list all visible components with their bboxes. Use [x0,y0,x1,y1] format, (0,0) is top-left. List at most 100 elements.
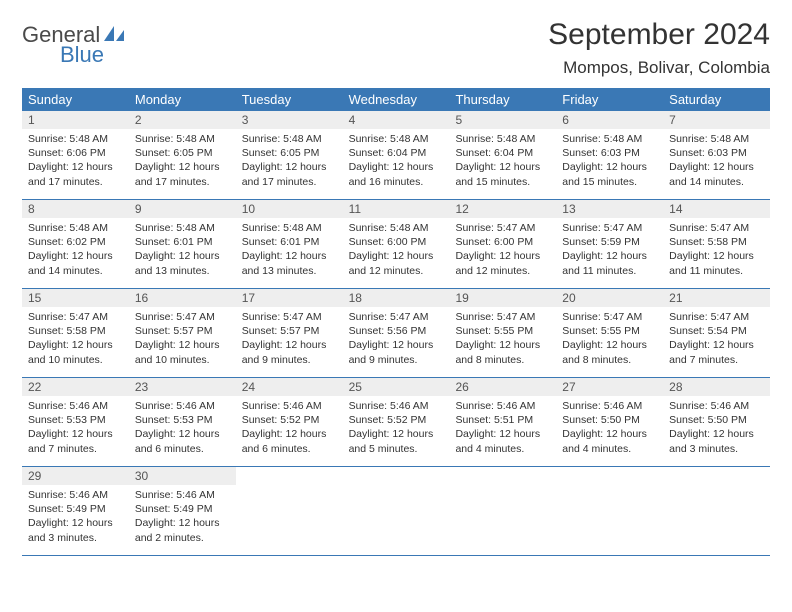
sunrise-line: Sunrise: 5:47 AM [562,221,657,235]
day-cell: 18Sunrise: 5:47 AMSunset: 5:56 PMDayligh… [343,289,450,377]
sunrise-line: Sunrise: 5:48 AM [669,132,764,146]
sunset-line: Sunset: 6:01 PM [135,235,230,249]
empty-cell [556,467,663,555]
day-cell: 20Sunrise: 5:47 AMSunset: 5:55 PMDayligh… [556,289,663,377]
daylight-line: Daylight: 12 hours and 11 minutes. [562,249,657,277]
day-body: Sunrise: 5:46 AMSunset: 5:49 PMDaylight:… [22,485,129,551]
day-number: 13 [556,200,663,218]
sunrise-line: Sunrise: 5:47 AM [349,310,444,324]
day-number: 20 [556,289,663,307]
day-cell: 29Sunrise: 5:46 AMSunset: 5:49 PMDayligh… [22,467,129,555]
sunset-line: Sunset: 5:56 PM [349,324,444,338]
day-cell: 8Sunrise: 5:48 AMSunset: 6:02 PMDaylight… [22,200,129,288]
sunset-line: Sunset: 5:52 PM [349,413,444,427]
day-body: Sunrise: 5:48 AMSunset: 6:06 PMDaylight:… [22,129,129,195]
day-number: 23 [129,378,236,396]
day-body: Sunrise: 5:46 AMSunset: 5:49 PMDaylight:… [129,485,236,551]
day-number: 26 [449,378,556,396]
day-cell: 28Sunrise: 5:46 AMSunset: 5:50 PMDayligh… [663,378,770,466]
day-number: 14 [663,200,770,218]
day-number: 8 [22,200,129,218]
day-cell: 15Sunrise: 5:47 AMSunset: 5:58 PMDayligh… [22,289,129,377]
day-cell: 4Sunrise: 5:48 AMSunset: 6:04 PMDaylight… [343,111,450,199]
day-number: 28 [663,378,770,396]
day-cell: 26Sunrise: 5:46 AMSunset: 5:51 PMDayligh… [449,378,556,466]
daylight-line: Daylight: 12 hours and 3 minutes. [669,427,764,455]
daylight-line: Daylight: 12 hours and 13 minutes. [135,249,230,277]
daylight-line: Daylight: 12 hours and 17 minutes. [135,160,230,188]
day-number: 15 [22,289,129,307]
daylight-line: Daylight: 12 hours and 15 minutes. [455,160,550,188]
sunrise-line: Sunrise: 5:46 AM [669,399,764,413]
day-number: 22 [22,378,129,396]
calendar: SundayMondayTuesdayWednesdayThursdayFrid… [22,88,770,556]
empty-cell [236,467,343,555]
header: General Blue September 2024 Mompos, Boli… [22,18,770,78]
daylight-line: Daylight: 12 hours and 7 minutes. [28,427,123,455]
sunset-line: Sunset: 5:57 PM [242,324,337,338]
day-body: Sunrise: 5:48 AMSunset: 6:01 PMDaylight:… [236,218,343,284]
day-body: Sunrise: 5:48 AMSunset: 6:05 PMDaylight:… [236,129,343,195]
day-body: Sunrise: 5:47 AMSunset: 5:57 PMDaylight:… [236,307,343,373]
sunrise-line: Sunrise: 5:46 AM [28,488,123,502]
day-cell: 21Sunrise: 5:47 AMSunset: 5:54 PMDayligh… [663,289,770,377]
day-number: 18 [343,289,450,307]
sunset-line: Sunset: 5:49 PM [28,502,123,516]
daylight-line: Daylight: 12 hours and 6 minutes. [135,427,230,455]
day-number: 11 [343,200,450,218]
daylight-line: Daylight: 12 hours and 17 minutes. [242,160,337,188]
day-body: Sunrise: 5:46 AMSunset: 5:52 PMDaylight:… [343,396,450,462]
sunrise-line: Sunrise: 5:48 AM [455,132,550,146]
sunset-line: Sunset: 6:03 PM [669,146,764,160]
day-cell: 10Sunrise: 5:48 AMSunset: 6:01 PMDayligh… [236,200,343,288]
sunrise-line: Sunrise: 5:46 AM [349,399,444,413]
sunset-line: Sunset: 5:49 PM [135,502,230,516]
day-number: 7 [663,111,770,129]
empty-cell [449,467,556,555]
sunrise-line: Sunrise: 5:48 AM [28,132,123,146]
week-row: 1Sunrise: 5:48 AMSunset: 6:06 PMDaylight… [22,111,770,200]
sunrise-line: Sunrise: 5:48 AM [562,132,657,146]
day-cell: 23Sunrise: 5:46 AMSunset: 5:53 PMDayligh… [129,378,236,466]
sunset-line: Sunset: 6:00 PM [455,235,550,249]
daylight-line: Daylight: 12 hours and 2 minutes. [135,516,230,544]
sunset-line: Sunset: 6:05 PM [242,146,337,160]
sunset-line: Sunset: 5:55 PM [562,324,657,338]
daylight-line: Daylight: 12 hours and 12 minutes. [349,249,444,277]
week-row: 8Sunrise: 5:48 AMSunset: 6:02 PMDaylight… [22,200,770,289]
day-body: Sunrise: 5:47 AMSunset: 5:58 PMDaylight:… [663,218,770,284]
daylight-line: Daylight: 12 hours and 16 minutes. [349,160,444,188]
day-body: Sunrise: 5:47 AMSunset: 5:55 PMDaylight:… [449,307,556,373]
daylight-line: Daylight: 12 hours and 10 minutes. [28,338,123,366]
day-body: Sunrise: 5:48 AMSunset: 6:01 PMDaylight:… [129,218,236,284]
dow-cell: Sunday [22,88,129,111]
sunset-line: Sunset: 5:58 PM [28,324,123,338]
daylight-line: Daylight: 12 hours and 15 minutes. [562,160,657,188]
day-number: 29 [22,467,129,485]
sunset-line: Sunset: 5:50 PM [562,413,657,427]
day-number: 9 [129,200,236,218]
sunrise-line: Sunrise: 5:48 AM [242,221,337,235]
sunset-line: Sunset: 5:53 PM [135,413,230,427]
daylight-line: Daylight: 12 hours and 4 minutes. [455,427,550,455]
calendar-body: 1Sunrise: 5:48 AMSunset: 6:06 PMDaylight… [22,111,770,556]
sunrise-line: Sunrise: 5:48 AM [135,221,230,235]
daylight-line: Daylight: 12 hours and 12 minutes. [455,249,550,277]
daylight-line: Daylight: 12 hours and 6 minutes. [242,427,337,455]
day-cell: 6Sunrise: 5:48 AMSunset: 6:03 PMDaylight… [556,111,663,199]
sunrise-line: Sunrise: 5:48 AM [28,221,123,235]
daylight-line: Daylight: 12 hours and 5 minutes. [349,427,444,455]
sunrise-line: Sunrise: 5:47 AM [562,310,657,324]
day-cell: 16Sunrise: 5:47 AMSunset: 5:57 PMDayligh… [129,289,236,377]
empty-cell [343,467,450,555]
dow-cell: Thursday [449,88,556,111]
day-number: 16 [129,289,236,307]
sunrise-line: Sunrise: 5:47 AM [242,310,337,324]
daylight-line: Daylight: 12 hours and 4 minutes. [562,427,657,455]
sunrise-line: Sunrise: 5:48 AM [242,132,337,146]
week-row: 15Sunrise: 5:47 AMSunset: 5:58 PMDayligh… [22,289,770,378]
day-cell: 25Sunrise: 5:46 AMSunset: 5:52 PMDayligh… [343,378,450,466]
daylight-line: Daylight: 12 hours and 9 minutes. [242,338,337,366]
sunset-line: Sunset: 6:01 PM [242,235,337,249]
day-number: 12 [449,200,556,218]
